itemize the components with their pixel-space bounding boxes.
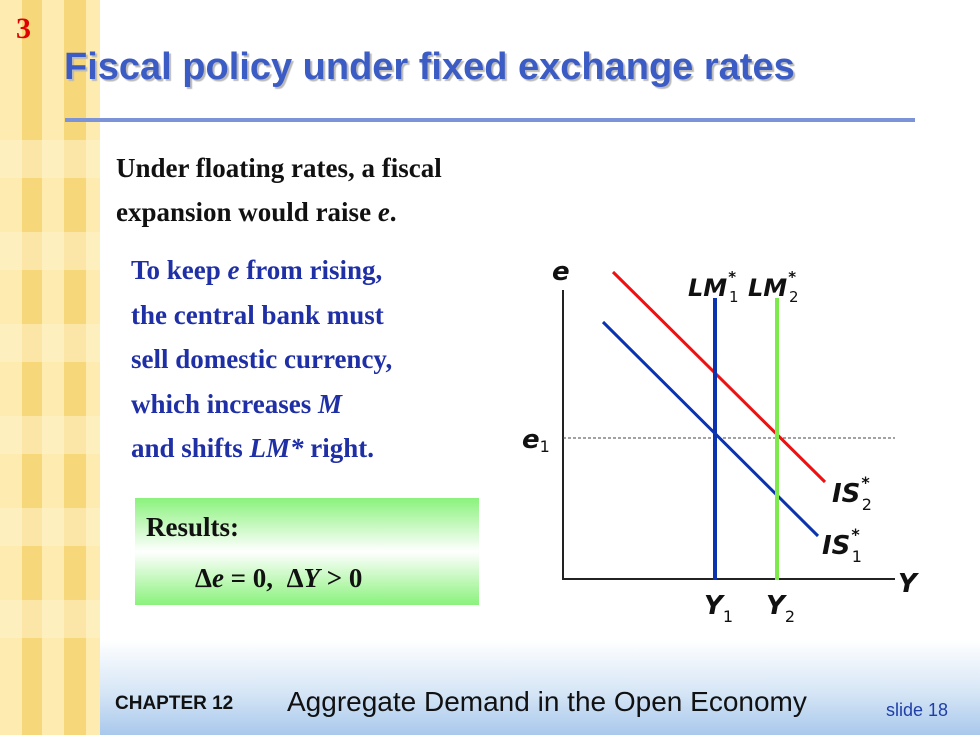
sidebar-band bbox=[0, 416, 100, 454]
is1-label: IS* 1 bbox=[822, 525, 862, 566]
is-lm-diagram: e Y e1 Y1 Y2 LM* 1 LM* 2 IS* 2 IS* 1 bbox=[522, 257, 920, 626]
sidebar-stripe bbox=[22, 0, 42, 735]
sidebar-stripe bbox=[64, 0, 86, 735]
explain-line-5: and shifts LM* right. bbox=[131, 433, 375, 463]
footer-slide-number: slide 18 bbox=[886, 700, 949, 720]
explain-line-1: To keep e from rising, bbox=[131, 255, 383, 285]
sidebar-band bbox=[0, 232, 100, 270]
slide-section-number: 3 bbox=[16, 12, 31, 45]
is2-label: IS* 2 bbox=[832, 473, 872, 514]
axis-x-label: Y bbox=[898, 569, 920, 599]
sidebar-band bbox=[0, 600, 100, 638]
sidebar-band bbox=[0, 140, 100, 178]
explanation-text: To keep e from rising, the central bank … bbox=[131, 248, 471, 471]
y2-label: Y2 bbox=[766, 591, 795, 626]
sidebar-band bbox=[0, 508, 100, 546]
intro-line-2: expansion would raise e. bbox=[116, 197, 397, 227]
axis-y-label: e bbox=[552, 257, 570, 287]
intro-text: Under floating rates, a fiscal expansion… bbox=[116, 146, 536, 234]
footer-band bbox=[100, 640, 980, 735]
intro-line-1: Under floating rates, a fiscal bbox=[116, 153, 442, 183]
title-divider bbox=[65, 118, 915, 122]
results-box: Results: Δe = 0, ΔY > 0 bbox=[135, 498, 479, 605]
footer-title: Aggregate Demand in the Open Economy bbox=[287, 686, 807, 717]
var-e: e bbox=[377, 197, 390, 227]
y1-label: Y1 bbox=[704, 591, 733, 626]
results-label: Results: bbox=[146, 512, 239, 542]
is1-curve bbox=[601, 320, 820, 538]
explain-line-4: which increases M bbox=[131, 388, 343, 419]
results-equation: Δe = 0, ΔY > 0 bbox=[195, 563, 363, 593]
footer-chapter: CHAPTER 12 bbox=[115, 693, 234, 714]
sidebar-band bbox=[0, 324, 100, 362]
lm1-label: LM* 1 bbox=[688, 268, 739, 306]
explain-line-3: sell domestic currency, bbox=[131, 344, 393, 374]
lm2-label: LM* 2 bbox=[748, 268, 799, 306]
explain-line-2: the central bank must bbox=[131, 299, 384, 330]
slide-title: Fiscal policy under fixed exchange rates bbox=[64, 46, 795, 88]
is2-curve bbox=[611, 270, 827, 484]
decorative-sidebar bbox=[0, 0, 100, 735]
e1-label: e1 bbox=[522, 425, 550, 456]
